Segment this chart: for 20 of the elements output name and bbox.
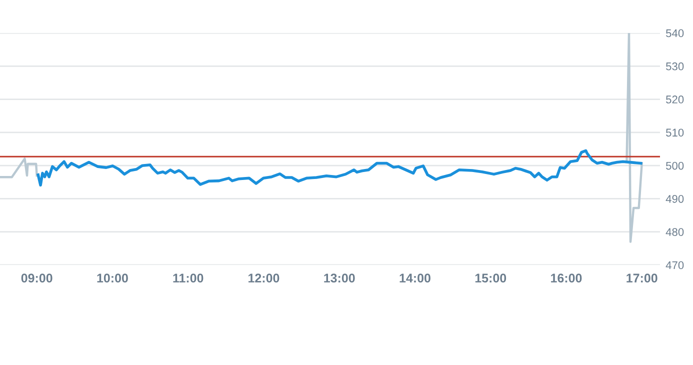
y-tick-label: 540 xyxy=(666,29,684,38)
y-tick-label: 480 xyxy=(666,228,684,236)
y-tick-label: 510 xyxy=(666,128,684,137)
line-series xyxy=(0,158,38,178)
y-tick-label: 490 xyxy=(666,194,684,203)
x-tick-label: 11:00 xyxy=(173,274,204,283)
x-tick-label: 17:00 xyxy=(626,274,658,283)
y-tick-label: 500 xyxy=(666,162,684,170)
x-tick-label: 15:00 xyxy=(475,274,506,283)
x-tick-label: 13:00 xyxy=(324,274,355,283)
x-tick-label: 09:00 xyxy=(21,274,52,283)
y-tick-label: 530 xyxy=(666,62,684,70)
y-tick-label: 470 xyxy=(666,261,684,270)
line-series xyxy=(626,33,643,243)
x-tick-label: 10:00 xyxy=(97,274,128,283)
line-series xyxy=(36,149,642,187)
y-tick-label: 520 xyxy=(666,96,684,104)
x-tick-label: 16:00 xyxy=(551,274,582,283)
x-tick-label: 12:00 xyxy=(248,274,280,283)
x-tick-label: 14:00 xyxy=(400,274,430,283)
